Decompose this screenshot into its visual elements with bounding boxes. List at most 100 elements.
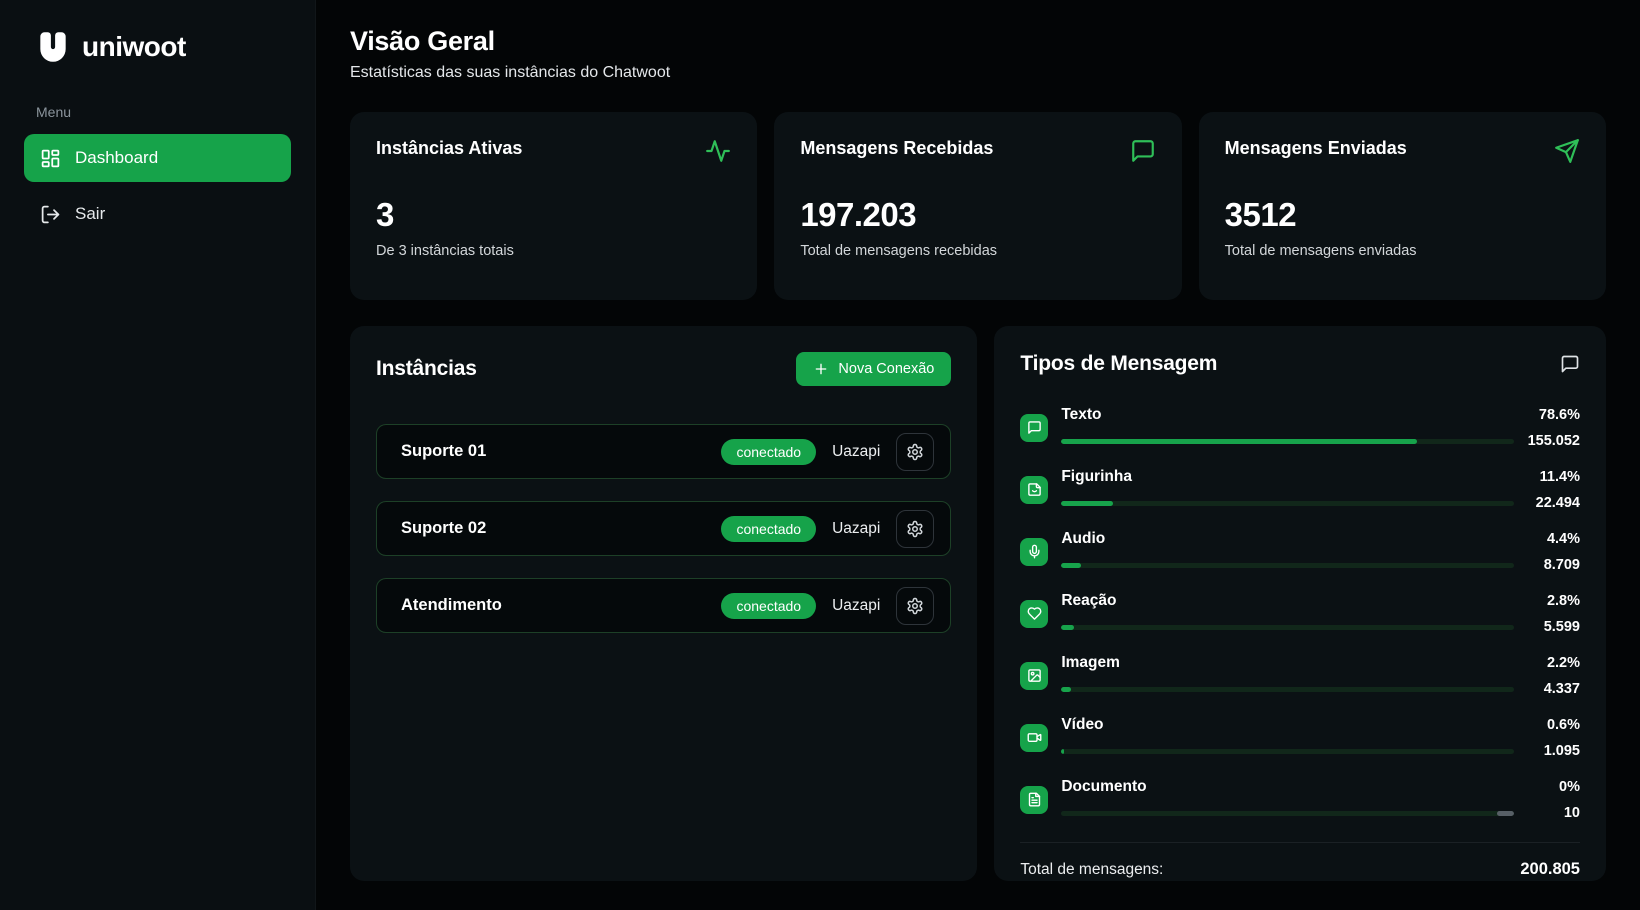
message-type-label: Audio bbox=[1061, 530, 1106, 547]
instance-provider: Uazapi bbox=[832, 519, 881, 537]
message-type-percent: 78.6% bbox=[1538, 407, 1580, 423]
message-type-icon bbox=[1027, 482, 1042, 497]
message-types-card: Tipos de Mensagem Texto 78.6% bbox=[994, 326, 1606, 881]
menu-section-label: Menu bbox=[36, 104, 72, 120]
message-square-icon bbox=[1560, 354, 1580, 374]
instances-card: Instâncias Nova Conexão Suporte 01 conec… bbox=[350, 326, 978, 881]
gear-icon bbox=[906, 520, 924, 538]
message-type-icon bbox=[1027, 730, 1042, 745]
sidebar-item-dashboard[interactable]: Dashboard bbox=[24, 134, 291, 182]
stat-card-icon bbox=[1554, 138, 1580, 164]
message-type-icon bbox=[1027, 668, 1042, 683]
message-type-percent: 11.4% bbox=[1539, 469, 1580, 485]
stat-card: Mensagens Recebidas 197.203 Total de men… bbox=[774, 112, 1182, 300]
app-logo: uniwoot bbox=[24, 28, 291, 66]
total-messages-value: 200.805 bbox=[1520, 860, 1580, 878]
message-type-row: Texto 78.6% 155.052 bbox=[1020, 406, 1580, 449]
total-messages-label: Total de mensagens: bbox=[1020, 860, 1164, 878]
stat-card: Instâncias Ativas 3 De 3 instâncias tota… bbox=[350, 112, 758, 300]
progress-bar-track bbox=[1061, 748, 1514, 754]
app-logo-text: uniwoot bbox=[82, 31, 186, 62]
new-connection-button[interactable]: Nova Conexão bbox=[796, 352, 952, 386]
stat-card-title: Mensagens Recebidas bbox=[800, 138, 994, 158]
stat-card-subtitle: De 3 instâncias totais bbox=[376, 243, 514, 259]
instance-row[interactable]: Atendimento conectado Uazapi bbox=[376, 578, 952, 633]
progress-bar-fill bbox=[1061, 562, 1082, 568]
progress-bar-track bbox=[1061, 438, 1514, 444]
instance-provider: Uazapi bbox=[832, 596, 881, 614]
message-type-icon-tile bbox=[1020, 723, 1049, 752]
logout-icon bbox=[40, 204, 61, 225]
message-type-icon-tile bbox=[1020, 413, 1049, 442]
status-badge: conectado bbox=[721, 592, 817, 619]
status-badge: conectado bbox=[721, 515, 817, 542]
instance-list: Suporte 01 conectado Uazapi Suporte 02 bbox=[376, 424, 952, 633]
progress-bar-fill bbox=[1061, 624, 1074, 630]
message-types-title: Tipos de Mensagem bbox=[1020, 352, 1218, 375]
message-type-count: 5.599 bbox=[1543, 619, 1580, 635]
message-type-percent: 0% bbox=[1559, 779, 1580, 795]
sidebar-item-logout[interactable]: Sair bbox=[24, 190, 291, 238]
gear-icon bbox=[906, 443, 924, 461]
instance-settings-button[interactable] bbox=[896, 586, 935, 625]
message-type-icon-tile bbox=[1020, 785, 1049, 814]
instance-name: Suporte 02 bbox=[401, 519, 487, 537]
gear-icon bbox=[906, 597, 924, 615]
stat-card: Mensagens Enviadas 3512 Total de mensage… bbox=[1198, 112, 1606, 300]
message-type-row: Audio 4.4% 8.709 bbox=[1020, 530, 1580, 573]
instance-settings-button[interactable] bbox=[896, 509, 935, 548]
dashboard-icon bbox=[40, 148, 61, 169]
instance-settings-button[interactable] bbox=[896, 432, 935, 471]
instance-row[interactable]: Suporte 02 conectado Uazapi bbox=[376, 501, 952, 556]
message-type-percent: 2.8% bbox=[1546, 593, 1580, 609]
message-type-count: 22.494 bbox=[1535, 495, 1580, 511]
progress-bar-track bbox=[1061, 686, 1514, 692]
uniwoot-logo-icon bbox=[34, 28, 72, 66]
message-types-list: Texto 78.6% 155.052 bbox=[1020, 406, 1580, 840]
progress-bar-fill bbox=[1061, 748, 1065, 754]
message-type-count: 1.095 bbox=[1543, 743, 1580, 759]
stat-card-value: 197.203 bbox=[800, 196, 917, 233]
message-type-percent: 2.2% bbox=[1546, 655, 1580, 671]
message-type-row: Imagem 2.2% 4.337 bbox=[1020, 654, 1580, 697]
message-type-icon-tile bbox=[1020, 475, 1049, 504]
message-type-icon-tile bbox=[1020, 661, 1049, 690]
message-type-row: Reação 2.8% 5.599 bbox=[1020, 592, 1580, 635]
message-type-icon-tile bbox=[1020, 537, 1049, 566]
message-type-row: Figurinha 11.4% 22.494 bbox=[1020, 468, 1580, 511]
progress-bar-track bbox=[1061, 562, 1514, 568]
instance-name: Suporte 01 bbox=[401, 442, 487, 460]
sidebar-item-label: Sair bbox=[75, 204, 106, 223]
page-subtitle: Estatísticas das suas instâncias do Chat… bbox=[350, 64, 671, 81]
message-type-icon bbox=[1027, 606, 1042, 621]
progress-bar-track bbox=[1061, 810, 1514, 816]
stat-card-icon bbox=[1130, 138, 1156, 164]
message-type-row: Documento 0% 10 bbox=[1020, 778, 1580, 821]
message-type-label: Figurinha bbox=[1061, 468, 1132, 485]
message-type-icon bbox=[1027, 792, 1042, 807]
instance-provider: Uazapi bbox=[832, 442, 881, 460]
message-type-icon bbox=[1027, 544, 1042, 559]
message-type-percent: 4.4% bbox=[1546, 531, 1580, 547]
page-title: Visão Geral bbox=[350, 26, 495, 56]
status-badge: conectado bbox=[721, 438, 817, 465]
stat-card-subtitle: Total de mensagens enviadas bbox=[1224, 243, 1417, 259]
stat-card-subtitle: Total de mensagens recebidas bbox=[800, 243, 998, 259]
plus-icon bbox=[813, 361, 829, 377]
stat-card-title: Instâncias Ativas bbox=[376, 138, 523, 158]
progress-bar-track bbox=[1061, 500, 1514, 506]
stat-card-title: Mensagens Enviadas bbox=[1224, 138, 1407, 158]
message-type-percent: 0.6% bbox=[1546, 717, 1580, 733]
instance-row[interactable]: Suporte 01 conectado Uazapi bbox=[376, 424, 952, 479]
instance-name: Atendimento bbox=[401, 596, 502, 614]
stat-card-value: 3 bbox=[376, 196, 394, 233]
sidebar-item-label: Dashboard bbox=[75, 148, 159, 167]
progress-bar-fill bbox=[1061, 686, 1072, 692]
message-type-row: Vídeo 0.6% 1.095 bbox=[1020, 716, 1580, 759]
progress-bar-track bbox=[1061, 624, 1514, 630]
message-type-count: 4.337 bbox=[1543, 681, 1580, 697]
message-type-icon bbox=[1027, 420, 1042, 435]
progress-bar-endcap bbox=[1497, 810, 1514, 816]
message-type-count: 8.709 bbox=[1543, 557, 1580, 573]
stats-row: Instâncias Ativas 3 De 3 instâncias tota… bbox=[350, 112, 1606, 300]
